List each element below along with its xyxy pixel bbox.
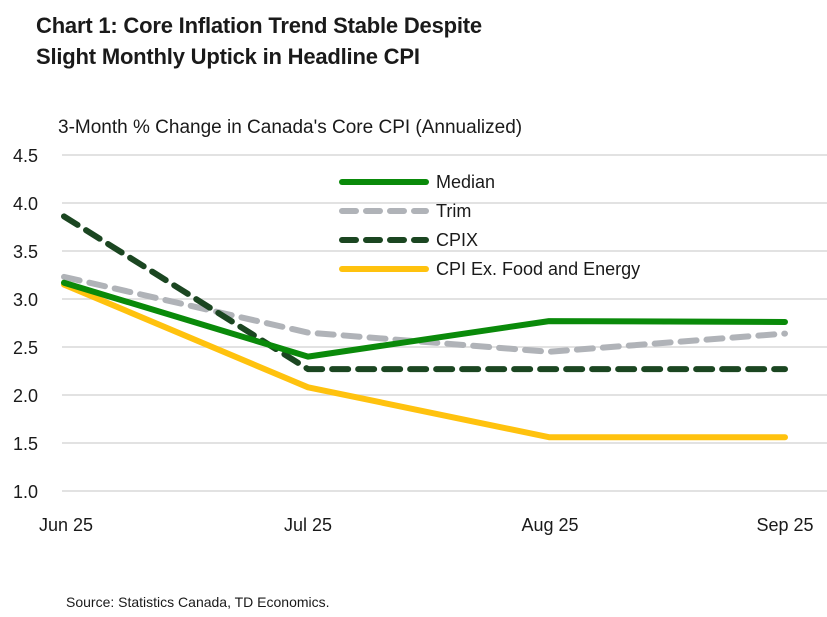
series-lines bbox=[61, 213, 788, 441]
legend-label: Trim bbox=[436, 201, 471, 221]
legend-label: CPI Ex. Food and Energy bbox=[436, 259, 640, 279]
chart-title: Chart 1: Core Inflation Trend Stable Des… bbox=[36, 10, 482, 72]
y-tick-label: 3.5 bbox=[13, 242, 38, 262]
chart-title-line-1: Chart 1: Core Inflation Trend Stable Des… bbox=[36, 13, 482, 38]
series-line-cpix bbox=[61, 213, 788, 373]
y-tick-label: 1.5 bbox=[13, 434, 38, 454]
y-axis-ticks: 4.5 4.0 3.5 3.0 2.5 2.0 1.5 1.0 bbox=[13, 146, 38, 502]
legend-label: Median bbox=[436, 172, 495, 192]
y-tick-label: 3.0 bbox=[13, 290, 38, 310]
chart-title-line-2: Slight Monthly Uptick in Headline CPI bbox=[36, 44, 420, 69]
y-tick-label: 2.0 bbox=[13, 386, 38, 406]
series-line-median bbox=[61, 279, 788, 360]
source-note: Source: Statistics Canada, TD Economics. bbox=[66, 594, 330, 610]
legend-label: CPIX bbox=[436, 230, 478, 250]
legend: Median Trim CPIX CPI Ex. Food and Energy bbox=[339, 172, 640, 279]
gridlines bbox=[62, 154, 827, 492]
x-tick-label: Jun 25 bbox=[39, 515, 93, 535]
x-axis-ticks: Jun 25 Jul 25 Aug 25 Sep 25 bbox=[39, 515, 814, 535]
y-tick-label: 4.5 bbox=[13, 146, 38, 166]
series-line-cpi-ex-food-and-energy bbox=[61, 281, 788, 441]
x-tick-label: Jul 25 bbox=[284, 515, 332, 535]
x-tick-label: Sep 25 bbox=[756, 515, 813, 535]
y-tick-label: 4.0 bbox=[13, 194, 38, 214]
y-tick-label: 2.5 bbox=[13, 338, 38, 358]
chart-subtitle: 3-Month % Change in Canada's Core CPI (A… bbox=[58, 117, 523, 138]
y-tick-label: 1.0 bbox=[13, 482, 38, 502]
series-line-trim bbox=[61, 273, 788, 355]
x-tick-label: Aug 25 bbox=[521, 515, 578, 535]
